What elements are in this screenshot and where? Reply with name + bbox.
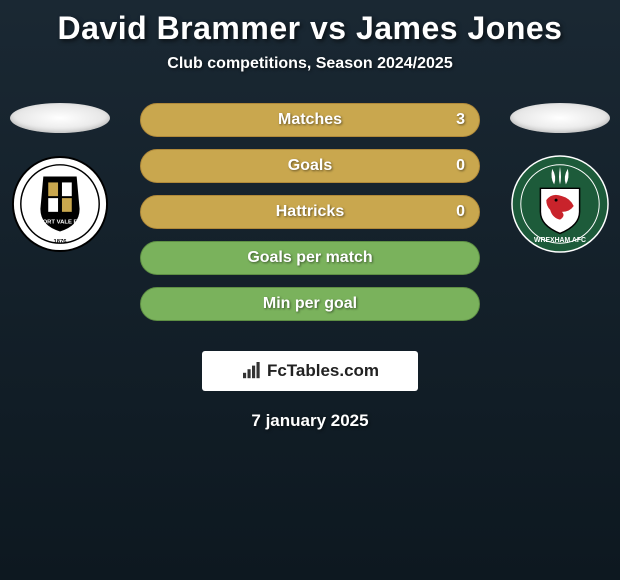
stat-value-right: 0 xyxy=(456,157,465,175)
footer-date: 7 january 2025 xyxy=(0,411,620,431)
stat-row: Goals per match xyxy=(140,241,480,275)
page-title: David Brammer vs James Jones xyxy=(0,0,620,47)
stat-value-right: 0 xyxy=(456,203,465,221)
player-right-column: WREXHAM AFC xyxy=(500,103,620,253)
bar-chart-icon xyxy=(241,362,263,380)
svg-text:PORT VALE FC: PORT VALE FC xyxy=(39,220,82,226)
player-right-silhouette xyxy=(510,103,610,133)
stat-row: Hattricks 0 xyxy=(140,195,480,229)
stat-value-right: 3 xyxy=(456,111,465,129)
stat-row: Matches 3 xyxy=(140,103,480,137)
subtitle: Club competitions, Season 2024/2025 xyxy=(0,55,620,73)
player-left-silhouette xyxy=(10,103,110,133)
stat-label: Goals per match xyxy=(247,249,372,267)
stat-rows: Matches 3 Goals 0 Hattricks 0 Goals per match M… xyxy=(140,103,480,333)
svg-text:1876: 1876 xyxy=(53,239,67,245)
club-badge-right: WREXHAM AFC xyxy=(511,155,609,253)
branding-badge: FcTables.com xyxy=(202,351,418,391)
player-left-column: PORT VALE FC 1876 xyxy=(0,103,120,253)
branding-text: FcTables.com xyxy=(267,361,379,381)
stat-row: Min per goal xyxy=(140,287,480,321)
stat-label: Min per goal xyxy=(263,295,357,313)
stat-row: Goals 0 xyxy=(140,149,480,183)
svg-text:WREXHAM AFC: WREXHAM AFC xyxy=(534,237,586,244)
port-vale-badge-icon: PORT VALE FC 1876 xyxy=(11,155,109,253)
stat-label: Hattricks xyxy=(276,203,344,221)
wrexham-badge-icon: WREXHAM AFC xyxy=(511,155,609,253)
stats-area: PORT VALE FC 1876 WREX xyxy=(0,103,620,333)
club-badge-left: PORT VALE FC 1876 xyxy=(11,155,109,253)
stat-label: Matches xyxy=(278,111,342,129)
stat-label: Goals xyxy=(288,157,332,175)
